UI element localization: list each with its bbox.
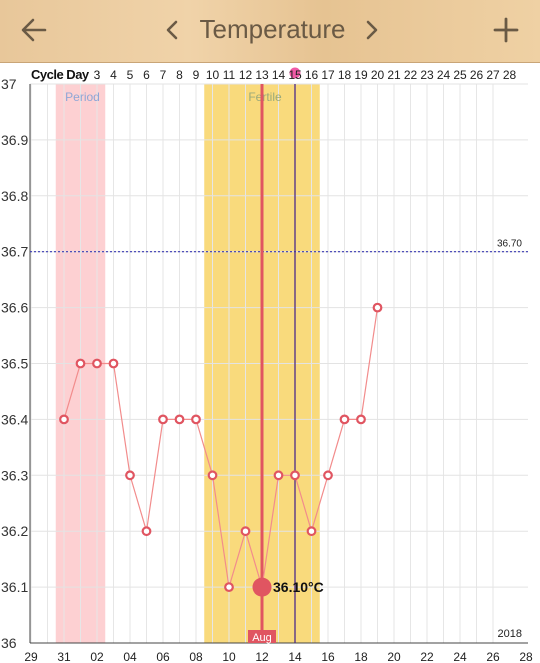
today-temperature-point[interactable] xyxy=(252,577,272,597)
y-tick-label: 36.5 xyxy=(1,356,28,372)
cycle-day-label-28: 28 xyxy=(503,68,517,82)
reference-line-label: 36.70 xyxy=(497,239,522,250)
chevron-right-icon xyxy=(366,20,378,40)
y-tick-label: 36.6 xyxy=(1,300,28,316)
cycle-day-label-6: 6 xyxy=(143,68,150,82)
x-tick-label: 22 xyxy=(420,650,434,663)
fertile-label: Fertile xyxy=(248,90,282,104)
cycle-day-label-3: 3 xyxy=(94,68,101,82)
temperature-point[interactable] xyxy=(356,414,366,425)
x-tick-label: 14 xyxy=(288,650,302,663)
plus-icon xyxy=(493,17,519,43)
temperature-point[interactable] xyxy=(273,470,284,481)
header-bar: Temperature xyxy=(0,0,540,63)
cycle-day-label-24: 24 xyxy=(437,68,451,82)
x-tick-label: 31 xyxy=(57,650,71,663)
temperature-point[interactable] xyxy=(372,302,383,313)
temperature-line xyxy=(63,307,379,588)
cycle-day-separator: : xyxy=(97,68,100,82)
cycle-day-label-22: 22 xyxy=(404,68,418,82)
arrow-left-icon xyxy=(21,18,47,42)
temperature-point[interactable] xyxy=(240,526,251,537)
x-tick-label: 08 xyxy=(189,650,203,663)
temperature-point[interactable] xyxy=(191,414,201,425)
cycle-day-label-17: 17 xyxy=(321,68,335,82)
cycle-day-label-18: 18 xyxy=(338,68,352,82)
cycle-day-label-5: 5 xyxy=(127,68,134,82)
temperature-point[interactable] xyxy=(224,582,234,592)
y-tick-label: 37 xyxy=(1,76,17,92)
temperature-point[interactable] xyxy=(59,414,69,425)
cycle-day-label-12: 12 xyxy=(239,68,253,82)
temperature-point[interactable] xyxy=(306,526,317,537)
today-temperature-label: 36.10°C xyxy=(273,579,324,595)
year-label: 2018 xyxy=(498,628,522,640)
ovulation-marker-icon xyxy=(288,66,302,80)
cycle-day-label-20: 20 xyxy=(371,68,385,82)
temperature-point[interactable] xyxy=(92,358,102,369)
temperature-point[interactable] xyxy=(174,414,185,425)
period-label: Period xyxy=(65,90,100,104)
cycle-day-label-16: 16 xyxy=(305,68,319,82)
temperature-point[interactable] xyxy=(207,470,218,481)
x-tick-label: 04 xyxy=(123,650,137,663)
x-tick-label: 10 xyxy=(222,650,236,663)
cycle-day-label-9: 9 xyxy=(193,68,200,82)
back-button[interactable] xyxy=(14,8,54,52)
cycle-day-label-14: 14 xyxy=(272,68,286,82)
cycle-day-label-25: 25 xyxy=(453,68,467,82)
cycle-day-label-27: 27 xyxy=(486,68,500,82)
x-tick-label: 24 xyxy=(453,650,467,663)
month-label: Aug xyxy=(252,632,272,644)
cycle-day-label-15: 15 xyxy=(288,68,302,82)
add-button[interactable] xyxy=(486,8,526,52)
y-tick-label: 36.2 xyxy=(1,523,28,539)
temperature-point[interactable] xyxy=(75,358,86,369)
x-tick-label: 02 xyxy=(90,650,104,663)
cycle-day-label-13: 13 xyxy=(255,68,269,82)
x-tick-label: 20 xyxy=(387,650,401,663)
cycle-day-label-19: 19 xyxy=(354,68,368,82)
cycle-day-label-7: 7 xyxy=(160,68,167,82)
next-chart-button[interactable] xyxy=(360,8,384,52)
y-tick-label: 36.9 xyxy=(1,132,28,148)
y-tick-label: 36 xyxy=(1,635,17,651)
temperature-point[interactable] xyxy=(125,470,135,481)
x-tick-label: 16 xyxy=(321,650,335,663)
x-tick-label: 18 xyxy=(354,650,368,663)
page-title: Temperature xyxy=(199,14,346,44)
y-tick-label: 36.1 xyxy=(1,579,28,595)
cycle-day-label-26: 26 xyxy=(470,68,484,82)
y-tick-label: 36.7 xyxy=(1,244,28,260)
temperature-point[interactable] xyxy=(141,526,152,537)
temperature-point[interactable] xyxy=(290,470,300,481)
temperature-point[interactable] xyxy=(339,414,350,425)
y-tick-label: 36.4 xyxy=(1,411,28,427)
temperature-point[interactable] xyxy=(158,414,168,425)
cycle-day-label-23: 23 xyxy=(420,68,434,82)
cycle-day-label-21: 21 xyxy=(387,68,401,82)
cycle-day-label: Cycle Day xyxy=(31,67,90,82)
x-tick-label: 28 xyxy=(519,650,533,663)
x-tick-label: 26 xyxy=(486,650,500,663)
cycle-day-label-8: 8 xyxy=(176,68,183,82)
y-tick-label: 36.8 xyxy=(1,188,28,204)
previous-chart-button[interactable] xyxy=(160,8,184,52)
temperature-point[interactable] xyxy=(323,470,333,481)
x-tick-label: 06 xyxy=(156,650,170,663)
month-label-badge xyxy=(248,630,276,643)
cycle-day-label-11: 11 xyxy=(223,68,236,82)
cycle-day-label-4: 4 xyxy=(110,68,117,82)
temperature-point[interactable] xyxy=(108,358,119,369)
x-tick-label: 12 xyxy=(255,650,269,663)
cycle-day-label-10: 10 xyxy=(206,68,220,82)
y-tick-label: 36.3 xyxy=(1,467,28,483)
x-tick-label: 29 xyxy=(24,650,38,663)
chevron-left-icon xyxy=(166,20,178,40)
